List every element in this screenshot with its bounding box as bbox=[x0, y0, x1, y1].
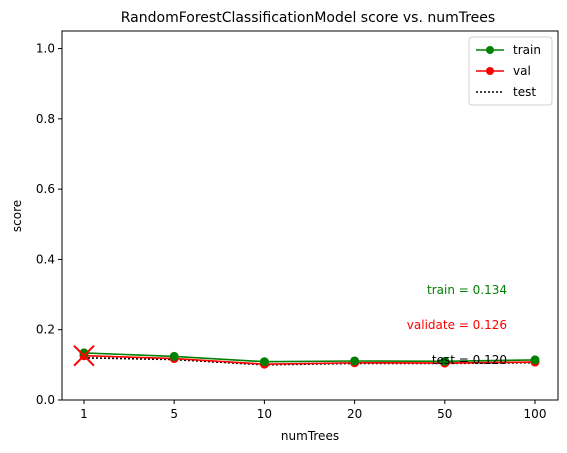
x-tick-label: 5 bbox=[170, 407, 178, 421]
y-axis-label: score bbox=[10, 200, 24, 232]
data-point-train bbox=[440, 356, 450, 366]
data-point-train bbox=[530, 355, 540, 365]
legend-marker-train bbox=[486, 46, 494, 54]
legend-marker-val bbox=[486, 67, 494, 75]
plot-frame bbox=[61, 30, 559, 401]
y-tick-label: 0.2 bbox=[36, 323, 55, 337]
series-line-train bbox=[83, 352, 536, 363]
chart-title: RandomForestClassificationModel score vs… bbox=[121, 10, 495, 26]
y-tick-label: 0.6 bbox=[36, 182, 55, 196]
legend-frame bbox=[468, 36, 553, 106]
annotation-2: test = 0.120 bbox=[432, 353, 507, 367]
plot-area bbox=[73, 345, 540, 369]
legend-label-train: train bbox=[513, 43, 541, 57]
y-tick-label: 1.0 bbox=[36, 42, 55, 56]
y-tick-label: 0.8 bbox=[36, 112, 55, 126]
x-tick-label: 20 bbox=[347, 407, 362, 421]
best-marker-x bbox=[73, 345, 95, 367]
y-tick-label: 0.0 bbox=[36, 393, 55, 407]
data-point-train bbox=[350, 356, 360, 366]
y-tick-label: 0.4 bbox=[36, 252, 55, 266]
legend-label-val: val bbox=[513, 64, 531, 78]
annotation-0: train = 0.134 bbox=[427, 283, 507, 297]
legend-label-test: test bbox=[513, 85, 536, 99]
data-point-train bbox=[259, 357, 269, 367]
x-tick-label: 1 bbox=[80, 407, 88, 421]
data-point-train bbox=[169, 351, 179, 361]
legend: train val test bbox=[468, 36, 553, 106]
x-axis-label: numTrees bbox=[281, 429, 339, 443]
annotation-1: validate = 0.126 bbox=[407, 318, 507, 332]
series-line-val bbox=[83, 354, 536, 365]
x-tick-label: 50 bbox=[437, 407, 452, 421]
x-tick-label: 100 bbox=[524, 407, 547, 421]
x-tick-label: 10 bbox=[257, 407, 272, 421]
